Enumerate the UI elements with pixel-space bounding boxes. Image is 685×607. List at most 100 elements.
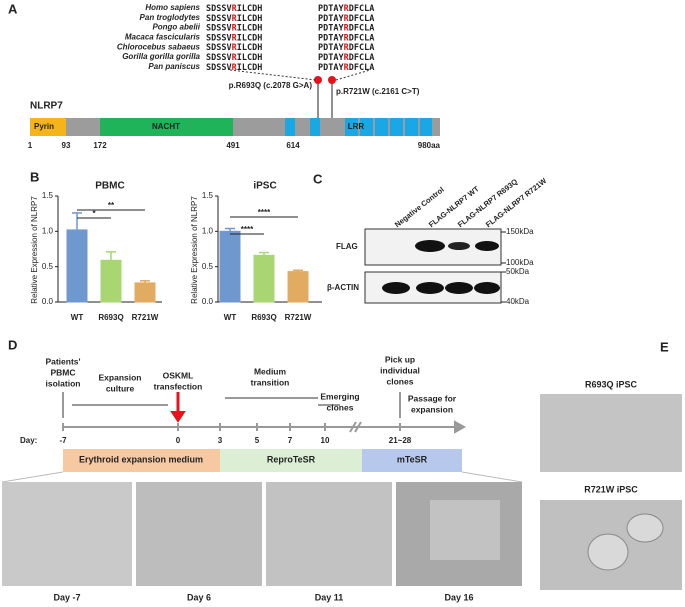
species-name: Pan troglodytes [140, 13, 201, 22]
day-value: 7 [288, 436, 293, 445]
position-label: 614 [286, 141, 300, 150]
sequence-part: SDSSV [206, 62, 232, 72]
blot-row-label: β-ACTIN [327, 283, 359, 292]
position-label: 491 [226, 141, 240, 150]
sequence: PDTAYRDFCLA [318, 13, 374, 23]
species-name: Gorilla gorilla gorilla [122, 52, 200, 61]
event-label: culture [106, 383, 135, 393]
sequence-part: DFCLA [349, 13, 375, 23]
sequence-part: ILCDH [237, 53, 263, 63]
panel-label: E [660, 339, 669, 354]
x-tick-label: R721W [132, 313, 159, 322]
day-value: 0 [176, 436, 181, 445]
chart-title: iPSC [253, 181, 276, 192]
event-label: transition [251, 377, 290, 387]
event-label: individual [380, 365, 420, 375]
medium-bar [63, 449, 220, 472]
lrr-repeat [420, 118, 432, 136]
sequence-part: PDTAY [318, 33, 344, 43]
axis-break [349, 421, 357, 433]
day-value: -7 [59, 436, 67, 445]
day-value: 5 [255, 436, 260, 445]
event-label: OSKML [163, 370, 194, 380]
mutation-label: p.R693Q (c.2078 G>A) [229, 81, 313, 90]
sequence: SDSSVRILCDH [206, 53, 262, 63]
sequence-part: SDSSV [206, 23, 232, 33]
sequence-part: PDTAY [318, 23, 344, 33]
event-label: clones [387, 376, 414, 386]
band [445, 282, 473, 294]
panel-label: C [313, 171, 323, 186]
event-label: Pick up [385, 354, 415, 364]
blot-row-label: FLAG [336, 242, 358, 251]
band [475, 241, 499, 251]
significance-label: **** [258, 208, 271, 217]
funnel-line [461, 471, 523, 483]
marker-label: 150kDa [506, 227, 534, 236]
protein-name: NLRP7 [30, 101, 63, 112]
sequence-part: ILCDH [237, 13, 263, 23]
sequence-part: ILCDH [237, 33, 263, 43]
domain-label: NACHT [152, 122, 180, 131]
lrr-repeat [375, 118, 388, 136]
sequence-part: SDSSV [206, 13, 232, 23]
event-label: Passage for [408, 393, 457, 403]
sequence: PDTAYRDFCLA [318, 4, 374, 14]
micrograph-images [2, 394, 682, 590]
event-label: PBMC [50, 367, 75, 377]
mutation-dot [314, 76, 322, 84]
medium-bar [220, 449, 362, 472]
sequence: PDTAYRDFCLA [318, 23, 374, 33]
colony [430, 500, 500, 560]
day-value: 10 [321, 436, 330, 445]
sequence-part: DFCLA [349, 4, 375, 14]
sequence-part: R [344, 43, 350, 53]
media-bars [1, 449, 523, 483]
sequence-part: DFCLA [349, 53, 375, 63]
colony [587, 533, 629, 571]
lrr-repeat [360, 118, 373, 136]
sequence-part: R [232, 62, 238, 72]
sequence-part: ILCDH [237, 23, 263, 33]
y-tick-label: 1.0 [202, 226, 214, 235]
position-label: 172 [93, 141, 107, 150]
marker-label: 100kDa [506, 258, 534, 267]
lrr-repeat [310, 118, 320, 136]
event-label: transfection [154, 381, 203, 391]
event-label: Medium [254, 366, 287, 376]
y-tick-label: 0.5 [42, 262, 54, 271]
sequence-part: R [344, 4, 350, 14]
species-name: Pongo abelii [152, 23, 200, 32]
domain-label: LRR [348, 122, 365, 131]
arrow-head [454, 420, 467, 434]
y-tick-label: 0.5 [202, 262, 214, 271]
pyrin-domain [30, 118, 66, 136]
lrr-repeat [405, 118, 418, 136]
species-name: Macaca fascicularis [125, 33, 201, 42]
sequence-part: R [232, 43, 238, 53]
medium-bar [362, 449, 462, 472]
sequence-part: R [344, 53, 350, 63]
band [415, 240, 445, 252]
funnel-line [1, 471, 64, 483]
species-name: Homo sapiens [145, 3, 200, 12]
dashed-guide [229, 69, 317, 81]
sequence-part: ILCDH [237, 4, 263, 14]
bar [134, 282, 156, 303]
sequence-part: ILCDH [237, 43, 263, 53]
panel-label: A [8, 1, 18, 16]
sequence-part: PDTAY [318, 43, 344, 53]
position-label: 980aa [418, 141, 441, 150]
micrograph [136, 482, 262, 586]
marker-label: 40kDa [506, 297, 530, 306]
sequence-part: DFCLA [349, 43, 375, 53]
sequence-part: R [344, 62, 350, 72]
sequence: PDTAYRDFCLA [318, 33, 374, 43]
medium-label: Erythroid expansion medium [79, 454, 203, 464]
sequence-part: SDSSV [206, 33, 232, 43]
y-tick-label: 0.0 [202, 297, 214, 306]
y-axis-label: Relative Expression of NLRP7 [190, 196, 199, 304]
sequence: SDSSVRILCDH [206, 33, 262, 43]
event-label: Expansion [99, 372, 142, 382]
